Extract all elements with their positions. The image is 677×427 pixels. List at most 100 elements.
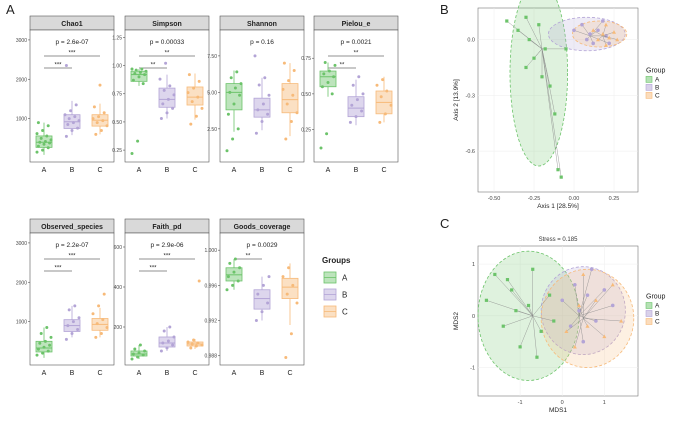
y-tick-label: 1.000	[204, 248, 217, 254]
spoke-line	[578, 305, 613, 317]
spoke-line	[528, 305, 533, 316]
y-axis-label: Axis 2 [13.9%]	[453, 79, 460, 121]
sample-point-A	[543, 47, 547, 51]
legend-label-A: A	[342, 274, 348, 283]
data-point-B	[165, 346, 169, 350]
sample-point-C	[564, 329, 569, 333]
legend-key-A	[645, 76, 653, 83]
sample-point-A	[501, 324, 505, 328]
data-point-B	[172, 93, 176, 97]
data-point-B	[257, 83, 261, 87]
y-tick-label: -0.3	[466, 93, 475, 99]
spoke-line	[589, 35, 610, 44]
data-point-A	[36, 121, 40, 125]
sample-point-B	[594, 319, 598, 323]
data-point-C	[284, 355, 288, 359]
x-tick-label: -0.25	[528, 196, 541, 202]
sample-point-A	[524, 65, 528, 70]
data-point-B	[64, 337, 68, 341]
data-point-C	[95, 322, 99, 326]
x-tick-label: A	[137, 167, 142, 174]
y-tick-label: 0.50	[112, 120, 122, 126]
data-point-A	[320, 85, 324, 89]
x-tick-label: 0.00	[569, 196, 580, 202]
data-point-C	[383, 112, 387, 116]
spoke-line	[532, 315, 542, 332]
p-value: p = 0.16	[250, 39, 274, 46]
x-tick-label: B	[70, 370, 75, 377]
data-point-A	[131, 78, 135, 82]
data-point-A	[228, 90, 232, 94]
sample-point-C	[572, 344, 577, 349]
sample-point-C	[596, 37, 600, 42]
y-tick-label: 0.50	[301, 92, 311, 98]
data-point-A	[138, 70, 142, 74]
sample-point-C	[615, 37, 620, 42]
x-tick-label: B	[70, 167, 75, 174]
spoke-line	[562, 300, 580, 316]
stress-label: Stress = 0.185	[539, 237, 579, 243]
x-tick-label: A	[42, 370, 47, 377]
data-point-B	[77, 316, 81, 320]
data-point-A	[35, 150, 39, 154]
data-point-C	[97, 115, 101, 119]
sig-label: **	[354, 51, 359, 57]
x-tick-label: C	[381, 167, 386, 174]
legend-key-B	[645, 310, 653, 317]
data-point-B	[348, 120, 352, 124]
spoke-line	[541, 48, 555, 114]
sig-label: **	[340, 63, 345, 69]
spoke-line	[574, 318, 584, 347]
x-tick-label: C	[287, 370, 292, 377]
data-point-C	[291, 93, 295, 97]
data-point-B	[67, 117, 71, 121]
data-point-B	[165, 111, 169, 115]
data-point-A	[35, 132, 39, 136]
data-point-B	[267, 275, 271, 279]
sample-point-B	[568, 324, 573, 328]
data-point-B	[162, 88, 166, 92]
panel-title: Faith_pd	[152, 224, 181, 231]
data-point-C	[189, 122, 193, 126]
spoke-line	[532, 315, 538, 358]
sample-point-B	[585, 293, 590, 297]
boxplot-panel-goods_coverage: Goods_coverage 0.988 0.992 0.996 1.000 p = 0.…	[204, 218, 305, 377]
data-point-A	[236, 127, 240, 131]
box-C	[281, 277, 299, 299]
boxplot-panel-chao1: Chao1 1000 2000 3000 p = 2.6e-07 *** *** A B C	[16, 15, 115, 174]
legend-key-C	[645, 318, 653, 325]
x-tick-label: -0.50	[488, 196, 501, 202]
data-point-A	[39, 331, 43, 335]
data-point-C	[282, 61, 286, 65]
data-point-B	[256, 292, 260, 296]
data-point-B	[267, 93, 271, 97]
data-point-B	[158, 77, 162, 81]
boxplot-panel-observed_species: Observed_species 1000 2000 3000 p = 2.2e-07 *…	[16, 218, 115, 377]
sample-point-B	[581, 339, 586, 344]
panel-title: Pielou_e	[342, 21, 371, 28]
data-point-A	[42, 142, 46, 146]
sample-point-C	[619, 319, 624, 323]
data-point-C	[385, 89, 389, 93]
data-point-B	[69, 109, 73, 113]
panel-label-b: B	[440, 2, 449, 17]
data-point-B	[66, 324, 70, 328]
data-point-A	[41, 128, 45, 132]
x-tick-label: B	[260, 167, 265, 174]
sample-point-B	[560, 298, 565, 303]
data-point-A	[41, 351, 45, 355]
data-point-A	[231, 137, 235, 141]
x-tick-label: A	[232, 370, 237, 377]
data-point-B	[357, 75, 361, 79]
y-tick-label: 1000	[16, 117, 27, 123]
data-point-A	[43, 339, 47, 343]
data-point-B	[354, 115, 358, 119]
x-tick-label: -1	[518, 400, 523, 406]
data-point-A	[236, 279, 240, 283]
data-point-A	[226, 112, 230, 116]
sample-point-C	[604, 22, 608, 27]
x-tick-label: C	[97, 370, 102, 377]
